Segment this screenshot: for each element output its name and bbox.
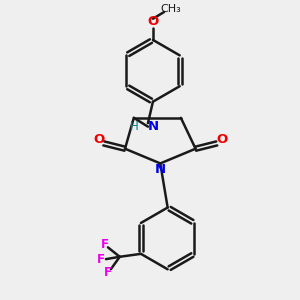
Text: O: O [93,134,104,146]
Text: N: N [155,164,166,176]
Text: N: N [148,120,159,133]
Text: CH₃: CH₃ [161,4,182,14]
Text: F: F [97,253,105,266]
Text: O: O [147,15,159,28]
Text: F: F [100,238,108,251]
Text: F: F [103,266,111,279]
Text: H: H [130,120,139,133]
Text: O: O [216,134,228,146]
